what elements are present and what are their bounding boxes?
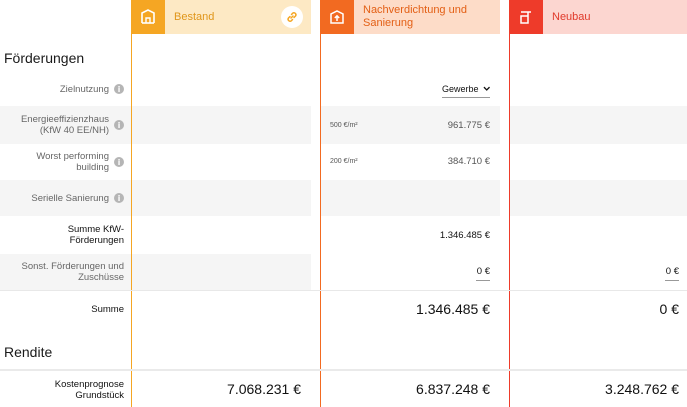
divider bbox=[0, 369, 687, 371]
unit-price: 500 €/m² bbox=[330, 122, 358, 129]
zielnutzung-select[interactable]: Gewerbe bbox=[442, 84, 490, 98]
neubau-column-border bbox=[509, 0, 510, 407]
column-title-nachverdichtung: Nachverdichtung und Sanierung bbox=[363, 4, 467, 29]
building-upload-icon bbox=[320, 0, 354, 34]
value-kosten-neubau: 3.248.762 € bbox=[605, 381, 679, 397]
row-energieeffizienzhaus: Energieeffizienzhaus (KfW 40 EE/NH) i 500… bbox=[0, 106, 687, 144]
building-outline-icon bbox=[131, 0, 165, 34]
value-worst-performing: 384.710 € bbox=[447, 156, 490, 167]
row-label: Summe bbox=[91, 303, 124, 315]
section-title-rendite: Rendite bbox=[4, 344, 53, 360]
column-title-neubau: Neubau bbox=[552, 10, 591, 23]
value-kosten-nachverdichtung: 6.837.248 € bbox=[416, 381, 490, 397]
value-summe-nachverdichtung: 1.346.485 € bbox=[416, 301, 490, 317]
row-label: Worst performing building i bbox=[0, 144, 124, 180]
crane-icon bbox=[509, 0, 543, 34]
row-summe-kfw: Summe KfW- Förderungen 1.346.485 € bbox=[0, 216, 687, 254]
row-worst-performing: Worst performing building i 200 €/m² 384.… bbox=[0, 144, 687, 180]
unit-price: 200 €/m² bbox=[330, 158, 358, 165]
sonstige-input-nachverdichtung[interactable]: 0 € bbox=[476, 266, 490, 281]
chevron-down-icon bbox=[483, 86, 490, 91]
value-energieeffizienzhaus: 961.775 € bbox=[447, 120, 490, 131]
info-icon[interactable]: i bbox=[114, 157, 124, 167]
nachverdichtung-column-border bbox=[320, 0, 321, 407]
row-zielnutzung: Zielnutzung i Gewerbe bbox=[0, 72, 687, 106]
row-label: Summe KfW- Förderungen bbox=[67, 224, 124, 246]
section-title-foerderungen: Förderungen bbox=[4, 50, 85, 66]
row-summe: Summe 1.346.485 € 0 € bbox=[0, 291, 687, 327]
bestand-column-border bbox=[131, 0, 132, 407]
row-serielle-sanierung: Serielle Sanierung i bbox=[0, 180, 687, 216]
row-label: Energieeffizienzhaus (KfW 40 EE/NH) i bbox=[0, 106, 124, 144]
link-icon bbox=[287, 12, 297, 22]
row-label: Kostenprognose Grundstück bbox=[54, 378, 124, 401]
row-kostenprognose: Kostenprognose Grundstück 7.068.231 € 6.8… bbox=[0, 372, 687, 407]
row-label: Zielnutzung i bbox=[0, 72, 124, 106]
column-header-nachverdichtung[interactable]: Nachverdichtung und Sanierung bbox=[320, 0, 500, 34]
column-header-bestand[interactable]: Bestand bbox=[131, 0, 311, 34]
column-title-bestand: Bestand bbox=[174, 10, 215, 23]
info-icon[interactable]: i bbox=[114, 84, 124, 94]
value-kosten-bestand: 7.068.231 € bbox=[227, 381, 301, 397]
divider bbox=[0, 290, 687, 291]
row-label: Serielle Sanierung i bbox=[0, 180, 124, 216]
row-label: Sonst. Förderungen und Zuschüsse bbox=[21, 261, 124, 283]
value-summe-neubau: 0 € bbox=[659, 301, 679, 317]
row-sonstige-foerderungen: Sonst. Förderungen und Zuschüsse 0 € 0 € bbox=[0, 254, 687, 290]
info-icon[interactable]: i bbox=[114, 120, 124, 130]
column-header-neubau[interactable]: Neubau bbox=[509, 0, 687, 34]
sonstige-input-neubau[interactable]: 0 € bbox=[665, 266, 679, 281]
info-icon[interactable]: i bbox=[114, 193, 124, 203]
value-summe-kfw: 1.346.485 € bbox=[439, 230, 490, 241]
link-button[interactable] bbox=[281, 6, 303, 28]
